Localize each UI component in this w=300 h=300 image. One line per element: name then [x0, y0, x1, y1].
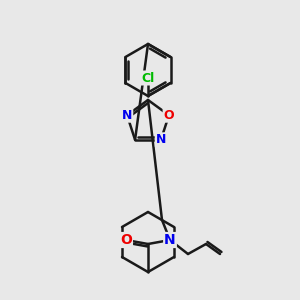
Text: N: N: [156, 133, 166, 146]
Text: O: O: [120, 233, 132, 247]
Text: Cl: Cl: [141, 71, 154, 85]
Text: O: O: [164, 109, 174, 122]
Text: N: N: [122, 109, 132, 122]
Text: N: N: [164, 233, 176, 247]
